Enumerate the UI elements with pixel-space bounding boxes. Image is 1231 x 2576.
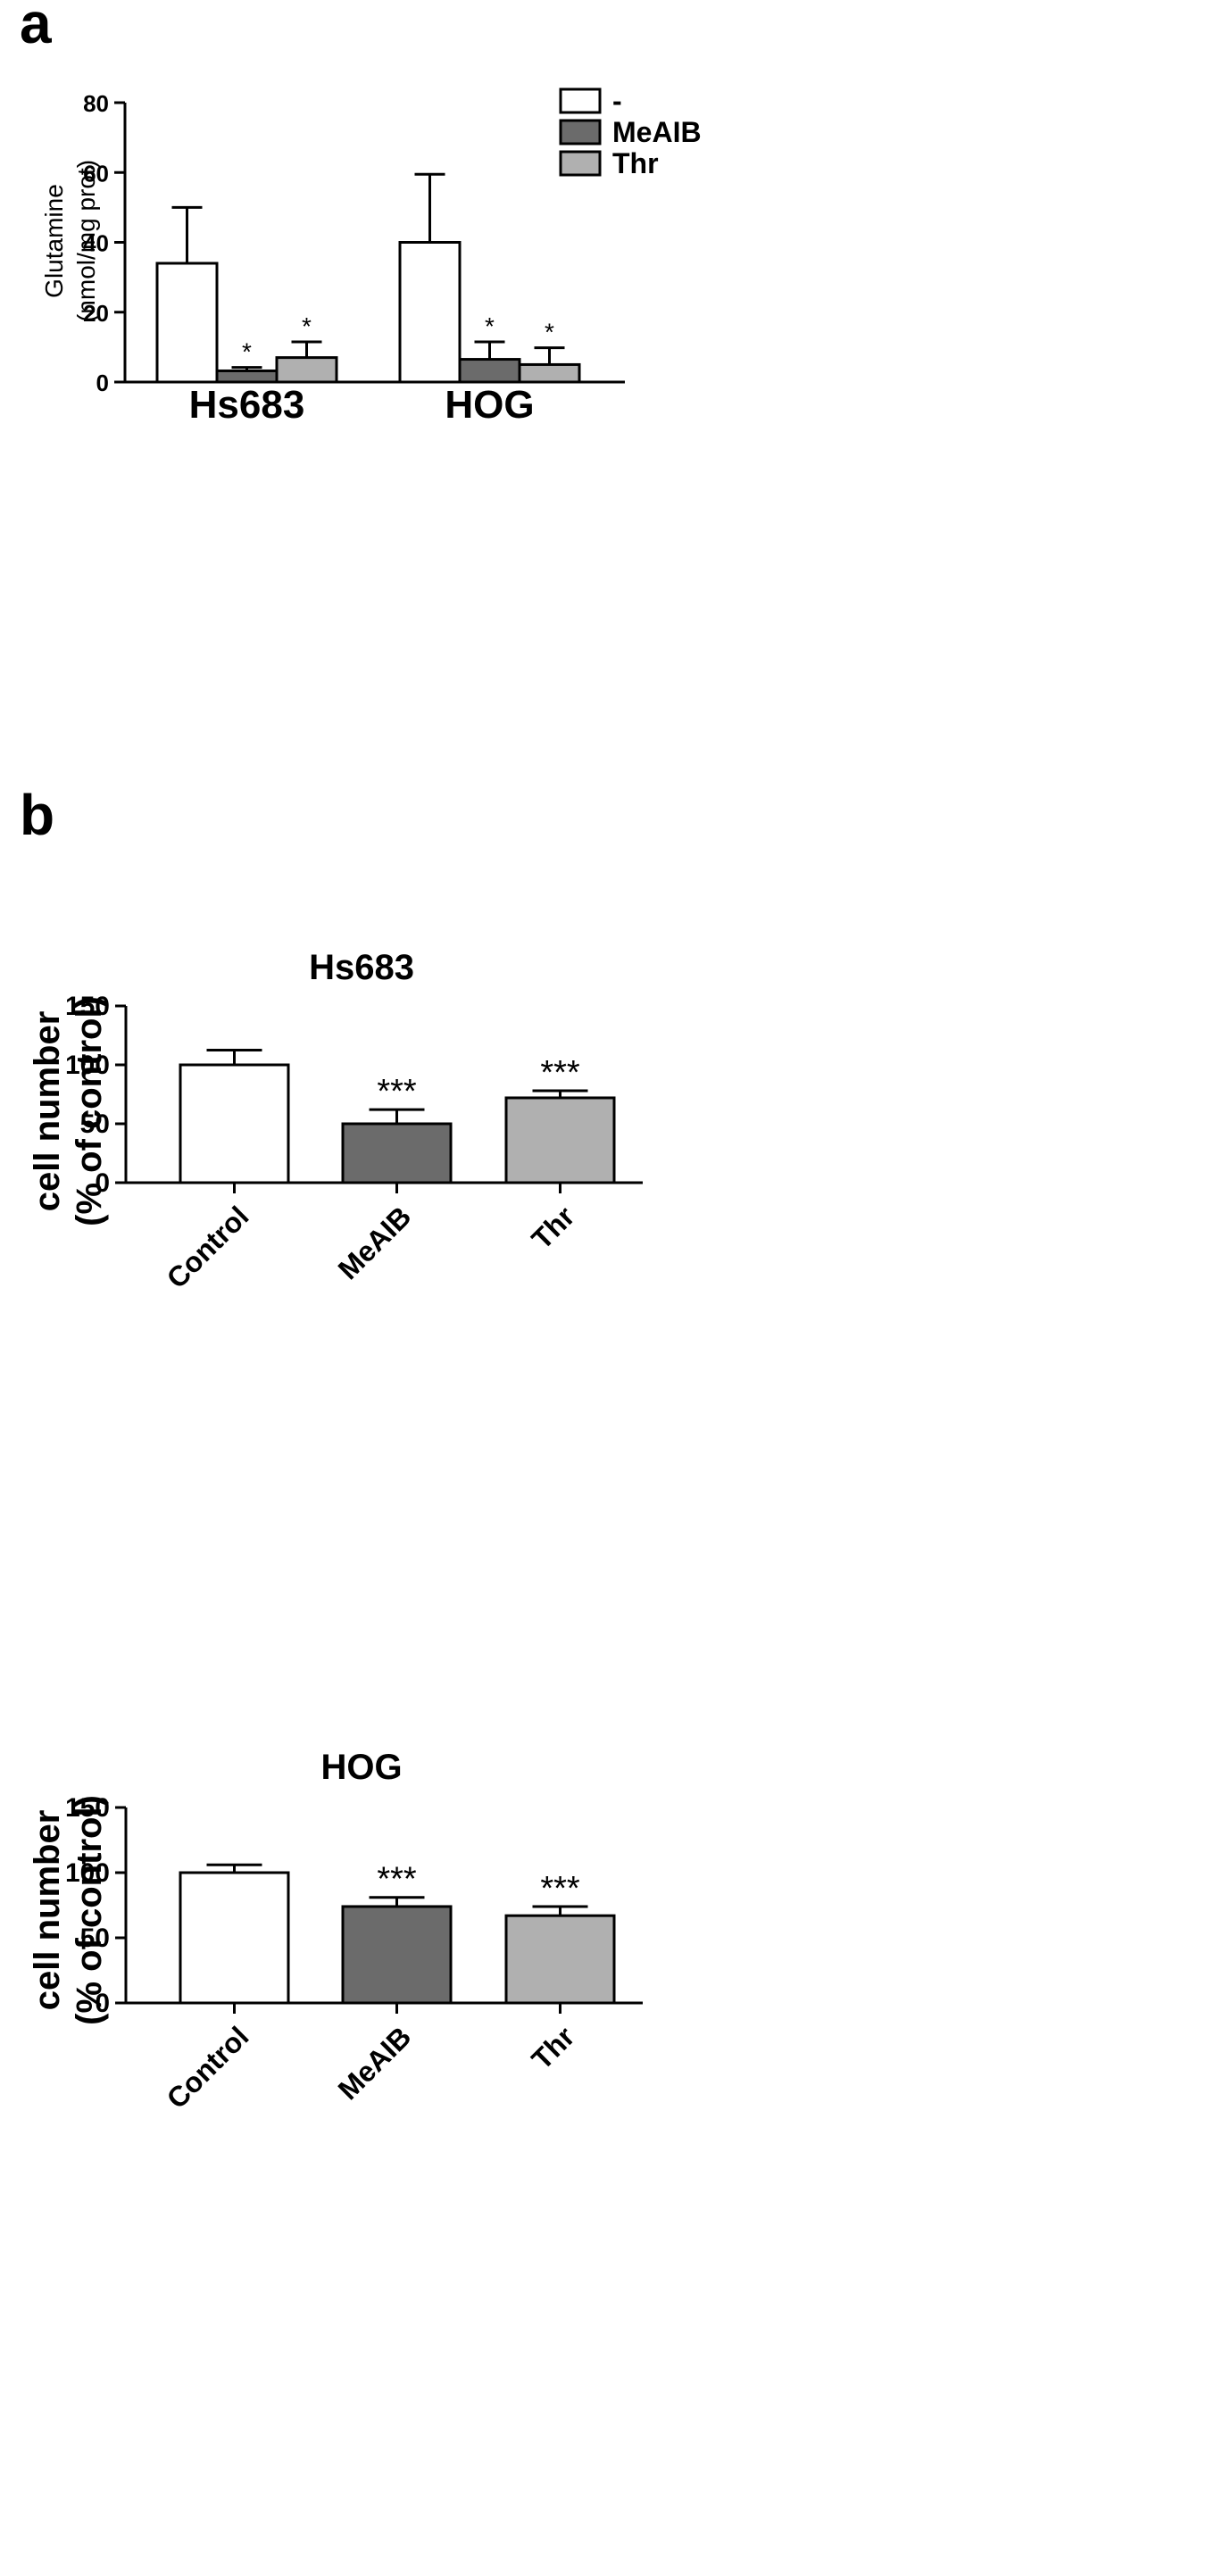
chart-a-category-label: HOG	[445, 383, 534, 427]
chart-b1-y-tick-label: 0	[95, 1168, 110, 1198]
chart-b2-bar	[179, 1871, 290, 2005]
chart-b1-category-label: MeAIB	[332, 1200, 418, 1285]
chart-b1-y-axis-title-line2: (% of control)	[70, 996, 109, 1226]
chart-b2-category-label: Control	[161, 2020, 255, 2115]
chart-a-y-tick-label: 60	[83, 160, 109, 187]
chart-b1-category-label: Thr	[526, 1200, 581, 1255]
chart-b2-y-tick-label: 150	[65, 1793, 110, 1823]
chart-b2-significance: ***	[377, 1861, 417, 1899]
hog-cell-number-chart: HOG cell number (% of control) 0 50 100 150…	[28, 1748, 643, 2115]
chart-a-y-tick-label: 20	[83, 300, 109, 327]
chart-b2-bar	[504, 1914, 616, 2005]
panel-label-a: a	[20, 0, 52, 55]
chart-a-category-label: Hs683	[189, 383, 305, 427]
legend-label: Thr	[612, 147, 659, 179]
chart-b2-category-label: MeAIB	[332, 2020, 418, 2106]
chart-b1-y-tick-label: 150	[65, 992, 110, 1021]
chart-a-y-tick-label: 40	[83, 230, 109, 257]
chart-a-bar	[518, 362, 581, 384]
chart-b2-bar	[341, 1905, 453, 2005]
chart-b2-significance: ***	[540, 1870, 580, 1907]
chart-b2-title: HOG	[320, 1748, 402, 1787]
chart-a-bar	[155, 262, 219, 384]
chart-b1-bar	[341, 1122, 453, 1184]
chart-a-bar	[398, 241, 462, 384]
chart-b1-significance: ***	[540, 1054, 580, 1092]
legend-swatch	[559, 119, 602, 145]
chart-b1-y-tick-label: 50	[80, 1109, 110, 1139]
chart-a-significance: *	[242, 338, 252, 366]
chart-a-y-tick-label: 80	[83, 90, 109, 117]
chart-a-bar	[458, 358, 521, 384]
legend-swatch	[559, 150, 602, 177]
hs683-cell-number-chart: Hs683 cell number (% of control) 0 50 100 1…	[28, 948, 643, 1294]
legend-label: MeAIB	[612, 116, 702, 148]
chart-b1-bar	[179, 1063, 290, 1184]
chart-a-y-axis-title-line2: (nmol/mg prot)	[72, 160, 100, 322]
chart-b1-y-tick-label: 100	[65, 1051, 110, 1080]
legend-swatch	[559, 87, 602, 114]
chart-b1-title: Hs683	[309, 948, 414, 987]
chart-b1-bar	[504, 1096, 616, 1184]
chart-a-y-tick-label: 0	[96, 370, 109, 396]
panel-label-b: b	[20, 783, 54, 847]
chart-a-bar	[215, 369, 279, 384]
chart-b2-y-tick-label: 0	[95, 1989, 110, 2018]
chart-b2-category-label: Thr	[526, 2020, 581, 2075]
chart-b1-category-label: Control	[161, 1200, 255, 1294]
chart-b2-y-tick-label: 100	[65, 1858, 110, 1888]
chart-a-y-axis-title-line1: Glutamine	[40, 184, 68, 298]
chart-b1-significance: ***	[377, 1073, 417, 1110]
chart-b2-y-tick-label: 50	[80, 1924, 110, 1953]
chart-b1-y-axis-title-line1: cell number	[28, 1011, 67, 1212]
chart-b2-y-axis-title-line2: (% of control)	[70, 1795, 109, 2025]
glutamine-chart: Glutamine (nmol/mg prot) 0 20 40 60 80 * * Hs68…	[40, 85, 702, 427]
chart-a-significance: *	[302, 312, 312, 340]
chart-b2-y-axis-title-line1: cell number	[28, 1810, 67, 2011]
chart-a-bar	[275, 356, 338, 384]
chart-a-significance: *	[485, 312, 495, 340]
legend-label: -	[612, 85, 622, 117]
chart-a-significance: *	[545, 319, 554, 346]
